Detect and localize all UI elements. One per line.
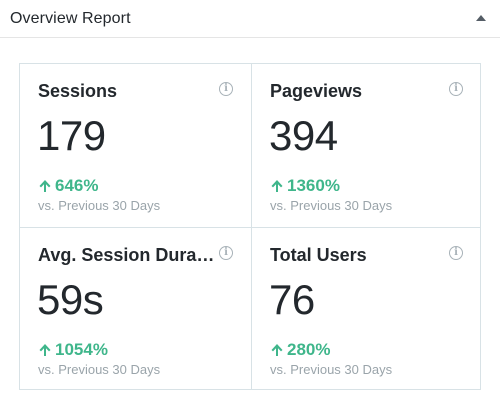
panel-header[interactable]: Overview Report (0, 0, 500, 38)
arrow-up-icon (39, 344, 51, 356)
info-icon[interactable]: i (449, 246, 463, 260)
metric-value: 76 (269, 276, 315, 323)
metric-change: 280% (270, 340, 330, 360)
metric-card-pageviews: Pageviews i 394 1360% vs. Previous 30 Da… (251, 64, 481, 227)
metric-change-value: 1360% (287, 176, 340, 195)
metric-card-sessions: Sessions i 179 646% vs. Previous 30 Days (20, 64, 251, 227)
metrics-grid: Sessions i 179 646% vs. Previous 30 Days… (19, 63, 481, 390)
metric-change-value: 1054% (55, 340, 108, 359)
metric-label: Avg. Session Dura… (38, 245, 215, 265)
metric-change-value: 280% (287, 340, 331, 359)
metric-label: Sessions (38, 81, 118, 101)
arrow-up-icon (271, 180, 283, 192)
info-icon[interactable]: i (219, 82, 233, 96)
metric-value: 394 (269, 112, 338, 159)
arrow-up-icon (39, 180, 51, 192)
metric-change-value: 646% (55, 176, 99, 195)
metric-label: Pageviews (270, 81, 363, 101)
info-icon[interactable]: i (219, 246, 233, 260)
metric-change: 646% (38, 176, 98, 196)
metric-value: 179 (37, 112, 106, 159)
metric-compare-text: vs. Previous 30 Days (270, 198, 393, 213)
metric-label: Total Users (270, 245, 367, 265)
metric-card-total-users: Total Users i 76 280% vs. Previous 30 Da… (251, 227, 481, 389)
metric-value: 59s (37, 276, 104, 323)
metric-card-avg-session-duration: Avg. Session Dura… i 59s 1054% vs. Previ… (20, 227, 251, 389)
metric-change: 1360% (270, 176, 340, 196)
collapse-toggle-icon[interactable] (476, 14, 486, 21)
arrow-up-icon (271, 344, 283, 356)
info-icon[interactable]: i (449, 82, 463, 96)
metric-compare-text: vs. Previous 30 Days (270, 362, 393, 377)
metric-compare-text: vs. Previous 30 Days (38, 362, 161, 377)
metric-compare-text: vs. Previous 30 Days (38, 198, 161, 213)
metric-change: 1054% (38, 340, 108, 360)
panel-title: Overview Report (10, 9, 131, 27)
